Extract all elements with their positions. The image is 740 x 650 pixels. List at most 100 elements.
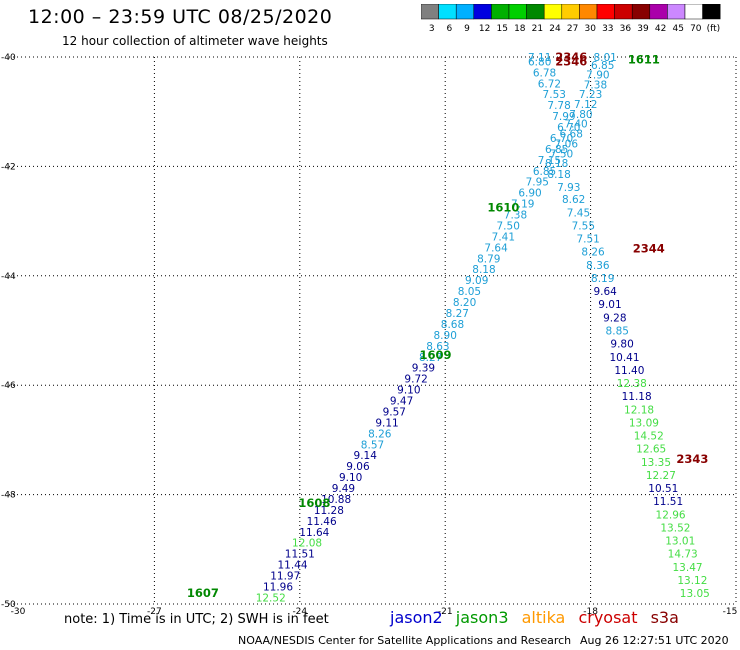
- y-tick-label: -42: [1, 162, 16, 172]
- x-tick-label: -27: [147, 607, 162, 617]
- wave-height-point: 9.80: [610, 339, 633, 351]
- wave-height-point: 12.52: [256, 592, 286, 604]
- wave-height-point: 7.51: [576, 234, 599, 246]
- wave-height-point: 7.06: [555, 138, 579, 150]
- wave-height-point: 6.72: [538, 78, 561, 90]
- pass-time-label: 2346: [555, 54, 587, 68]
- wave-height-point: 8.57: [361, 439, 384, 451]
- legend-s3a: s3a: [650, 608, 679, 627]
- wave-height-point: 8.36: [586, 260, 610, 272]
- wave-height-point: 12.38: [617, 378, 647, 390]
- wave-height-point: 7.15: [538, 155, 561, 167]
- wave-height-point: 9.09: [465, 275, 488, 287]
- x-tick-label: -15: [723, 607, 738, 617]
- wave-height-point: 8.62: [562, 194, 585, 206]
- wave-height-point: 7.41: [492, 231, 515, 243]
- wave-height-point: 8.18: [547, 169, 570, 181]
- wave-height-point: 7.45: [567, 207, 590, 219]
- wave-height-point: 9.57: [383, 406, 406, 418]
- page-title: 12:00 – 23:59 UTC 08/25/2020: [28, 6, 333, 28]
- wave-height-point: 9.72: [404, 374, 427, 386]
- color-scale-label: (ft): [707, 24, 721, 34]
- wave-height-point: 14.52: [634, 431, 664, 443]
- wave-height-point: 6.70: [557, 122, 580, 134]
- wave-height-point: 7.90: [586, 70, 609, 82]
- pass-time-label: 1608: [298, 496, 330, 510]
- wave-height-point: 13.52: [660, 522, 690, 534]
- color-scale-label: 15: [496, 24, 507, 34]
- color-scale-label: 24: [549, 24, 561, 34]
- wave-height-point: 9.01: [598, 299, 621, 311]
- wave-height-point: 10.51: [648, 483, 678, 495]
- wave-height-point: 8.26: [581, 247, 605, 259]
- color-scale-label: 6: [447, 24, 453, 34]
- wave-height-point: 8.68: [441, 319, 464, 331]
- wave-height-point: 6.78: [533, 67, 556, 79]
- wave-height-point: 6.85: [533, 166, 556, 178]
- wave-height-point: 7.11: [528, 52, 551, 64]
- wave-height-point: 13.12: [677, 575, 707, 587]
- y-tick-label: -44: [1, 272, 16, 282]
- wave-height-point: 13.05: [680, 588, 710, 600]
- wave-height-point: 8.20: [453, 297, 476, 309]
- wave-height-point: 7.12: [574, 99, 597, 111]
- wave-height-point: 8.79: [477, 253, 500, 265]
- wave-height-point: 9.64: [593, 286, 617, 298]
- wave-height-point: 8.85: [606, 326, 629, 338]
- wave-height-point: 6.68: [560, 129, 583, 141]
- y-tick-label: -50: [1, 600, 16, 610]
- wave-height-point: 11.96: [263, 581, 293, 593]
- wave-height-point: 9.49: [332, 483, 355, 495]
- color-scale-label: 30: [584, 24, 596, 34]
- wave-height-point: 7.95: [526, 177, 549, 189]
- note-text: note: 1) Time is in UTC; 2) SWH is in fe…: [64, 612, 329, 627]
- wave-height-point: 6.70: [550, 133, 573, 145]
- wave-height-point: 7.80: [569, 109, 592, 121]
- wave-height-point: 11.51: [285, 549, 315, 561]
- wave-height-point: 12.08: [292, 538, 322, 550]
- legend-altika: altika: [521, 608, 566, 627]
- wave-height-point: 10.88: [321, 494, 351, 506]
- wave-height-point: 8.26: [368, 428, 392, 440]
- wave-height-point: 7.55: [572, 220, 595, 232]
- color-swatch: [702, 4, 721, 20]
- x-tick-label: -24: [292, 607, 307, 617]
- wave-height-point: 11.97: [270, 571, 300, 583]
- wave-height-point: 9.14: [354, 450, 378, 462]
- wave-height-point: 14.73: [668, 549, 698, 561]
- wave-height-point: 11.64: [299, 527, 329, 539]
- pass-time-label: 1611: [628, 53, 660, 67]
- wave-height-point: 6.80: [528, 56, 551, 68]
- wave-height-point: 11.44: [277, 560, 307, 572]
- wave-height-point: 8.27: [446, 308, 469, 320]
- color-scale-label: 21: [532, 24, 543, 34]
- legend-jason3: jason3: [455, 608, 509, 627]
- wave-height-point: 11.40: [614, 365, 644, 377]
- satellite-legend: jason2 jason3 altika cryosat s3a: [390, 608, 687, 627]
- wave-height-point: 11.51: [653, 496, 683, 508]
- footer-timestamp: Aug 26 12:27:51 UTC 2020: [580, 634, 729, 647]
- wave-height-point: 9.10: [339, 472, 362, 484]
- wave-height-point: 8.18: [545, 158, 568, 170]
- color-scale-label: 45: [672, 24, 683, 34]
- wave-height-point: 7.53: [543, 89, 566, 101]
- wave-height-point: 7.40: [564, 119, 587, 131]
- y-tick-label: -40: [1, 53, 16, 63]
- wave-height-point: 7.19: [511, 199, 534, 211]
- pass-time-label: 1610: [487, 200, 519, 214]
- x-tick-label: -21: [438, 607, 453, 617]
- wave-height-point: 7.93: [557, 182, 580, 194]
- wave-height-point: 7.99: [552, 111, 575, 123]
- color-scale-label: 39: [637, 24, 649, 34]
- wave-height-point: 8.19: [591, 273, 614, 285]
- wave-height-point: 13.09: [629, 417, 659, 429]
- wave-height-point: 6.85: [545, 144, 568, 156]
- color-scale-bar: 3 6 9 12 15 18 21 24 27 30 33 36 39 42 45 70 (ft): [421, 4, 721, 34]
- y-tick-label: -48: [1, 491, 16, 501]
- color-scale-label: 3: [429, 24, 435, 34]
- wave-height-point: 12.65: [636, 444, 666, 456]
- wave-height-point: 11.18: [622, 391, 652, 403]
- wave-height-point: 9.28: [603, 312, 626, 324]
- wave-height-point: 6.85: [591, 60, 614, 72]
